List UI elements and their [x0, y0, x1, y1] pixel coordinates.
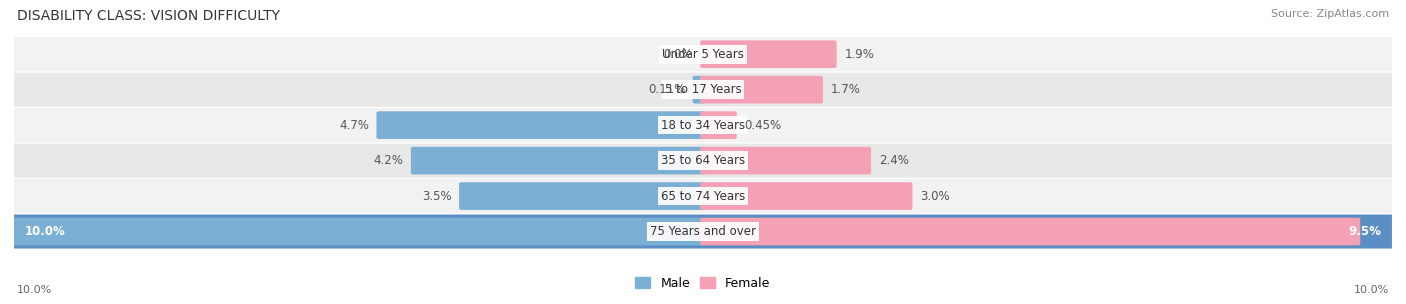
FancyBboxPatch shape	[14, 215, 1392, 249]
Text: 75 Years and over: 75 Years and over	[650, 225, 756, 238]
Text: 18 to 34 Years: 18 to 34 Years	[661, 119, 745, 132]
Text: 1.7%: 1.7%	[831, 83, 860, 96]
Text: DISABILITY CLASS: VISION DIFFICULTY: DISABILITY CLASS: VISION DIFFICULTY	[17, 9, 280, 23]
Text: 9.5%: 9.5%	[1348, 225, 1382, 238]
FancyBboxPatch shape	[11, 218, 706, 245]
FancyBboxPatch shape	[693, 76, 706, 104]
FancyBboxPatch shape	[14, 108, 1392, 142]
FancyBboxPatch shape	[460, 182, 706, 210]
Text: 2.4%: 2.4%	[879, 154, 908, 167]
FancyBboxPatch shape	[700, 40, 837, 68]
Text: Under 5 Years: Under 5 Years	[662, 48, 744, 61]
FancyBboxPatch shape	[377, 111, 706, 139]
Text: 0.0%: 0.0%	[664, 48, 693, 61]
Text: 10.0%: 10.0%	[1354, 285, 1389, 295]
FancyBboxPatch shape	[14, 37, 1392, 71]
Text: 1.9%: 1.9%	[844, 48, 875, 61]
Text: 0.11%: 0.11%	[648, 83, 685, 96]
Text: Source: ZipAtlas.com: Source: ZipAtlas.com	[1271, 9, 1389, 19]
FancyBboxPatch shape	[14, 143, 1392, 178]
FancyBboxPatch shape	[700, 111, 737, 139]
Text: 65 to 74 Years: 65 to 74 Years	[661, 190, 745, 202]
Text: 4.7%: 4.7%	[339, 119, 368, 132]
Text: 10.0%: 10.0%	[24, 225, 65, 238]
FancyBboxPatch shape	[700, 147, 872, 174]
FancyBboxPatch shape	[14, 73, 1392, 107]
FancyBboxPatch shape	[700, 182, 912, 210]
Text: 4.2%: 4.2%	[374, 154, 404, 167]
FancyBboxPatch shape	[411, 147, 706, 174]
Text: 10.0%: 10.0%	[17, 285, 52, 295]
Text: 3.0%: 3.0%	[920, 190, 949, 202]
FancyBboxPatch shape	[14, 179, 1392, 213]
Text: 5 to 17 Years: 5 to 17 Years	[665, 83, 741, 96]
Text: 0.45%: 0.45%	[744, 119, 782, 132]
Text: 3.5%: 3.5%	[422, 190, 451, 202]
FancyBboxPatch shape	[700, 76, 823, 104]
Text: 35 to 64 Years: 35 to 64 Years	[661, 154, 745, 167]
FancyBboxPatch shape	[700, 218, 1360, 245]
Legend: Male, Female: Male, Female	[630, 272, 776, 295]
